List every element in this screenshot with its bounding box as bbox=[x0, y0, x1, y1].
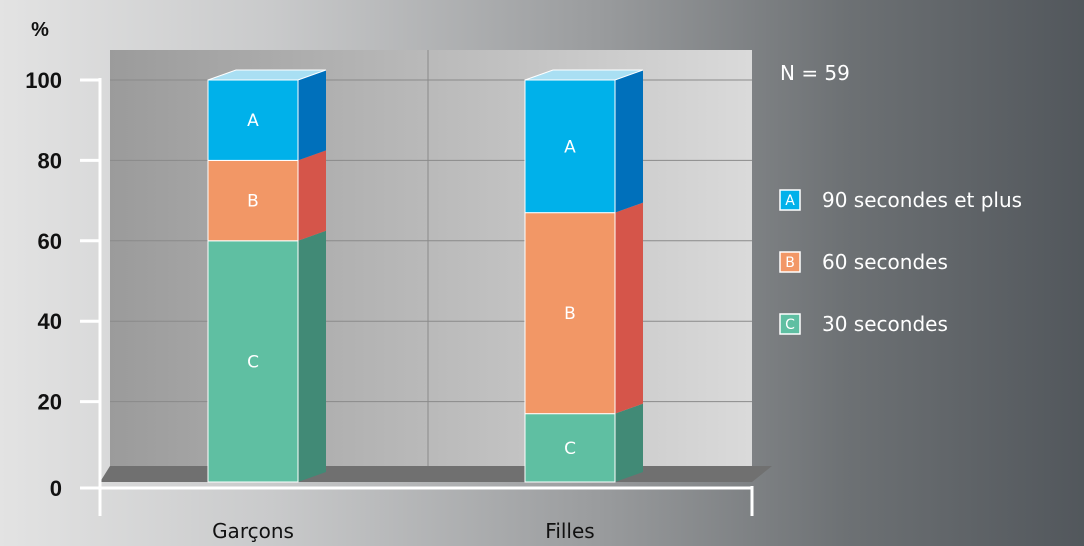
y-tick-label: 100 bbox=[25, 68, 62, 93]
x-category-label: Filles bbox=[545, 519, 594, 543]
legend-key-letter: B bbox=[785, 255, 795, 271]
bar-segment-side bbox=[298, 150, 326, 240]
bar-segment-label: B bbox=[247, 192, 259, 212]
bar-segment-label: B bbox=[564, 304, 576, 324]
back-wall bbox=[110, 50, 752, 482]
y-tick-label: 20 bbox=[38, 390, 62, 415]
y-tick-label: 60 bbox=[38, 229, 62, 254]
legend-key-letter: C bbox=[785, 317, 795, 333]
bar-segment-label: A bbox=[564, 137, 576, 157]
bar-segment-label: C bbox=[564, 439, 576, 459]
x-category-label: Garçons bbox=[212, 519, 294, 543]
bar-segment-side bbox=[615, 203, 643, 414]
y-tick-label: 40 bbox=[38, 309, 62, 334]
bar-segment-side bbox=[298, 70, 326, 160]
floor bbox=[100, 466, 772, 482]
bar-segment-side bbox=[615, 70, 643, 213]
bar-segment-label: C bbox=[247, 352, 259, 372]
legend-entry-label: 60 secondes bbox=[822, 250, 948, 274]
legend-entry-label: 90 secondes et plus bbox=[822, 188, 1022, 212]
bar-segment-side bbox=[615, 404, 643, 482]
y-tick-label: 80 bbox=[38, 148, 62, 173]
bar-segment-side bbox=[298, 231, 326, 482]
legend-key-letter: A bbox=[785, 193, 795, 209]
bar-segment-label: A bbox=[247, 111, 259, 131]
y-axis-unit-label: % bbox=[31, 19, 49, 41]
sample-size-annotation: N = 59 bbox=[780, 61, 850, 85]
y-tick-label: 0 bbox=[50, 476, 62, 501]
legend-entry-label: 30 secondes bbox=[822, 312, 948, 336]
